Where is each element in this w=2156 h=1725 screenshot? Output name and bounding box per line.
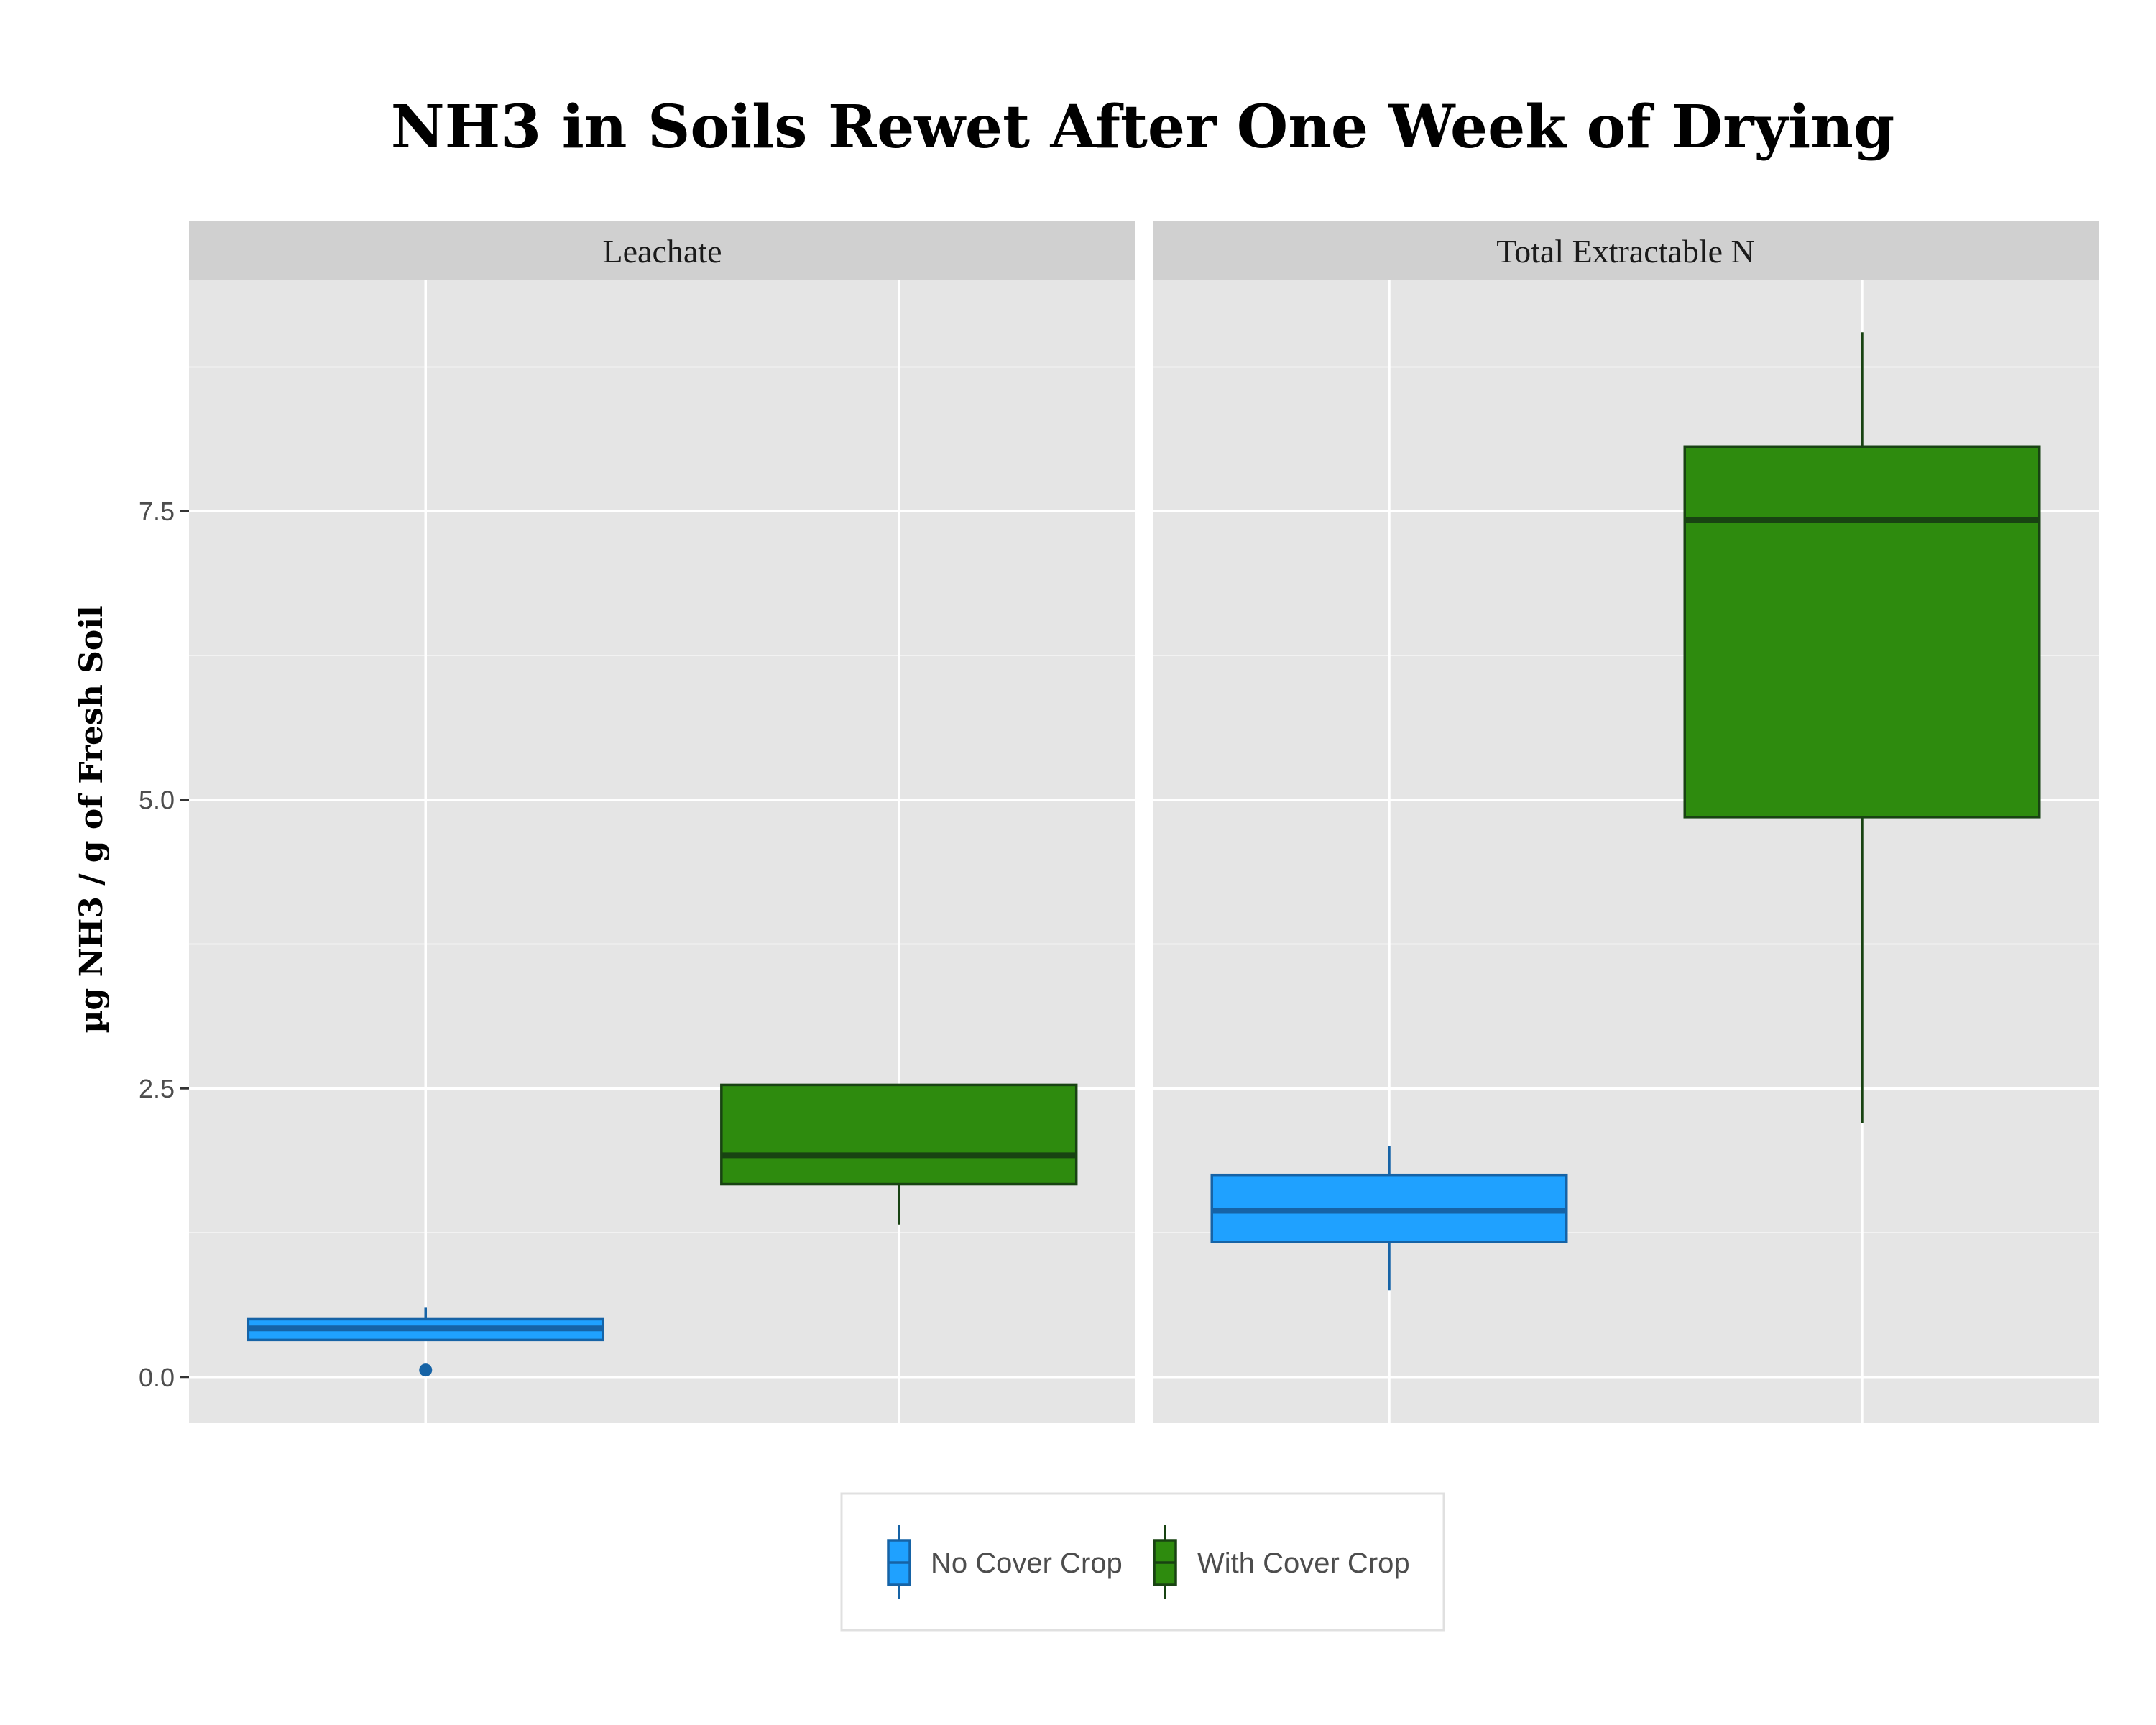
panel-strip — [1153, 221, 2099, 280]
y-tick-label: 7.5 — [139, 497, 175, 526]
y-axis: 0.0 2.5 5.0 7.5 — [139, 497, 189, 1392]
y-tick-label: 0.0 — [139, 1363, 175, 1392]
box-body — [1683, 445, 2041, 819]
panel-strip-label: Total Extractable N — [1496, 233, 1755, 270]
y-tick-label: 5.0 — [139, 786, 175, 815]
legend-key-0 — [887, 1525, 911, 1599]
panel-0: Leachate — [189, 221, 1135, 1423]
legend: No Cover Crop With Cover Crop — [840, 1492, 1445, 1632]
chart-title: NH3 in Soils Rewet After One Week of Dry… — [391, 93, 1894, 162]
outlier-point — [419, 1363, 433, 1377]
legend-label: No Cover Crop — [931, 1547, 1123, 1579]
panel-1: Total Extractable N — [1153, 221, 2099, 1423]
box-with-cover-crop — [1683, 332, 2041, 1123]
y-tick-label: 2.5 — [139, 1074, 175, 1103]
legend-box — [840, 1492, 1445, 1632]
legend-key-1 — [1153, 1525, 1177, 1599]
box-no-cover-crop — [1210, 1146, 1568, 1291]
panel-strip-label: Leachate — [603, 233, 722, 270]
panel-strip — [189, 221, 1135, 280]
panel-background — [189, 280, 1135, 1423]
box-body — [720, 1083, 1078, 1186]
y-axis-label: µg NH3 / g of Fresh Soil — [73, 605, 110, 1033]
box-no-cover-crop — [247, 1307, 604, 1377]
legend-label: With Cover Crop — [1197, 1547, 1410, 1579]
box-with-cover-crop — [720, 1083, 1078, 1225]
panels: Leachate Total Extractable N — [189, 221, 2099, 1423]
